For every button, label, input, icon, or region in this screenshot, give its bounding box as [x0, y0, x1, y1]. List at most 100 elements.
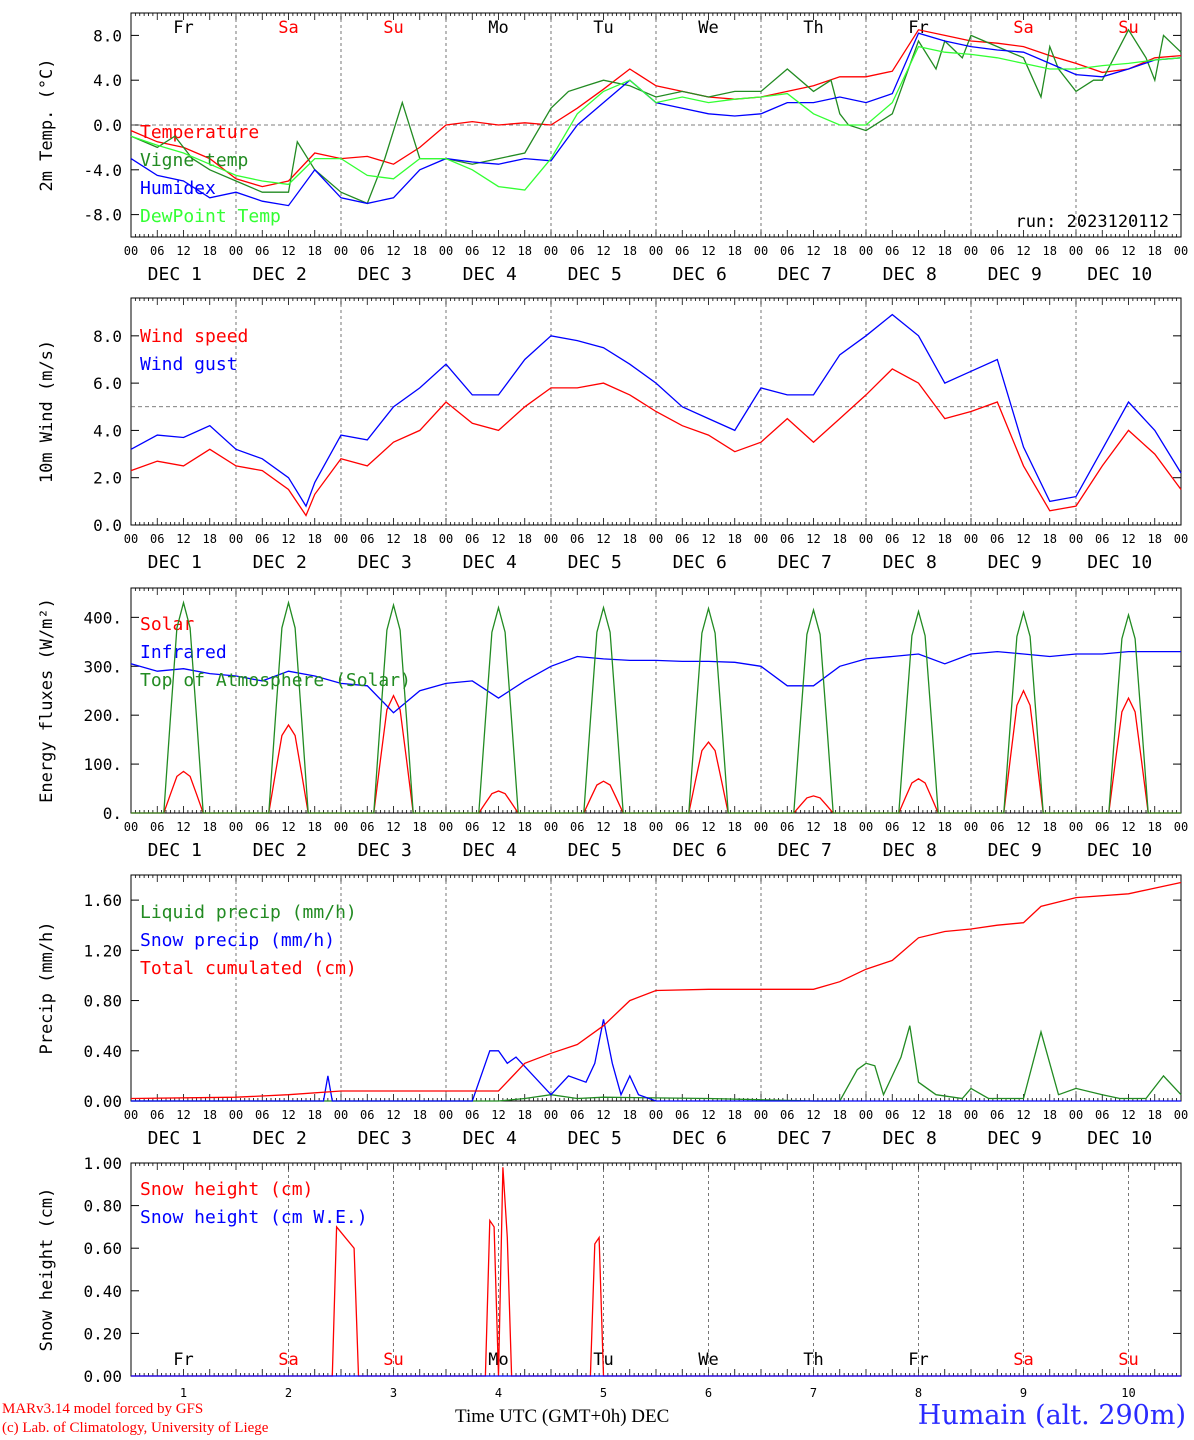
temp-date-label: DEC 8 [883, 264, 937, 285]
wind-hour-label: 12 [1016, 532, 1030, 546]
snow-day-number: 9 [1020, 1386, 1027, 1400]
flux-y-tick-label: 100. [83, 755, 122, 774]
flux-hour-label: 18 [308, 820, 322, 834]
precip-hour-label: 18 [308, 1108, 322, 1122]
precip-date-label: DEC 10 [1087, 1128, 1152, 1149]
flux-date-label: DEC 9 [988, 840, 1042, 861]
flux-hour-label: 06 [255, 820, 269, 834]
snow-weekday-label: Sa [1013, 1350, 1033, 1370]
temp-date-label: DEC 2 [253, 264, 307, 285]
temp-date-label: DEC 9 [988, 264, 1042, 285]
temp-hour-label: 00 [124, 244, 138, 258]
flux-hour-label: 12 [1121, 820, 1135, 834]
flux-hour-label: 06 [570, 820, 584, 834]
precip-date-label: DEC 6 [673, 1128, 727, 1149]
flux-date-label: DEC 5 [568, 840, 622, 861]
temp-hour-label: 12 [596, 244, 610, 258]
precip-date-label: DEC 5 [568, 1128, 622, 1149]
wind-hour-label: 00 [229, 532, 243, 546]
flux-y-tick-label: 400. [83, 608, 122, 627]
temp-y-tick-label: -4.0 [83, 161, 122, 180]
wind-date-label: DEC 9 [988, 552, 1042, 573]
precip-hour-label: 12 [1121, 1108, 1135, 1122]
precip-hour-label: 18 [728, 1108, 742, 1122]
flux-series-top-of-atmosphere-solar [131, 600, 1181, 814]
precip-series-total-cumulated-cm [130, 881, 1182, 1100]
wind-hour-label: 06 [360, 532, 374, 546]
temp-date-label: DEC 6 [673, 264, 727, 285]
precip-date-label: DEC 9 [988, 1128, 1042, 1149]
flux-y-tick-label: 0. [103, 804, 122, 823]
wind-hour-label: 12 [806, 532, 820, 546]
flux-hour-label: 18 [413, 820, 427, 834]
temp-hour-label: 18 [623, 244, 637, 258]
temp-hour-label: 18 [938, 244, 952, 258]
temp-hour-label: 12 [1121, 244, 1135, 258]
temp-y-axis-label: 2m Temp. (°C) [37, 58, 57, 191]
precip-hour-label: 06 [360, 1108, 374, 1122]
temp-hour-label: 06 [675, 244, 689, 258]
temp-hour-label: 00 [439, 244, 453, 258]
precip-hour-label: 18 [623, 1108, 637, 1122]
wind-hour-label: 18 [833, 532, 847, 546]
wind-hour-label: 06 [780, 532, 794, 546]
wind-hour-label: 12 [386, 532, 400, 546]
temp-hour-label: 06 [255, 244, 269, 258]
temp-series-vigne-temp [130, 28, 1182, 205]
precip-hour-label: 18 [1043, 1108, 1057, 1122]
wind-date-label: DEC 5 [568, 552, 622, 573]
snow-day-number: 4 [495, 1386, 502, 1400]
precip-hour-label: 00 [1174, 1108, 1188, 1122]
snow-day-number: 6 [705, 1386, 712, 1400]
flux-hour-label: 12 [806, 820, 820, 834]
wind-hour-label: 18 [203, 532, 217, 546]
flux-date-label: DEC 4 [463, 840, 517, 861]
snow-day-number: 3 [390, 1386, 397, 1400]
wind-hour-label: 06 [990, 532, 1004, 546]
wind-hour-label: 06 [675, 532, 689, 546]
temp-date-label: DEC 7 [778, 264, 832, 285]
precip-date-label: DEC 3 [358, 1128, 412, 1149]
snow-y-axis-label: Snow height (cm) [37, 1188, 57, 1352]
wind-legend-wind-speed: Wind speed [140, 326, 248, 347]
flux-hour-label: 06 [465, 820, 479, 834]
temp-hour-label: 06 [150, 244, 164, 258]
snow-weekday-label: We [698, 1350, 718, 1370]
flux-hour-label: 06 [990, 820, 1004, 834]
snow-weekday-label: Fr [908, 1350, 928, 1370]
temp-date-label: DEC 1 [148, 264, 202, 285]
precip-hour-label: 00 [964, 1108, 978, 1122]
flux-hour-label: 12 [491, 820, 505, 834]
precip-hour-label: 00 [649, 1108, 663, 1122]
temp-hour-label: 12 [386, 244, 400, 258]
precip-hour-label: 06 [465, 1108, 479, 1122]
precip-hour-label: 00 [124, 1108, 138, 1122]
temp-hour-label: 00 [334, 244, 348, 258]
precip-hour-label: 00 [1069, 1108, 1083, 1122]
precip-hour-label: 00 [334, 1108, 348, 1122]
temp-date-label: DEC 5 [568, 264, 622, 285]
snow-weekday-label: Fr [173, 1350, 193, 1370]
temp-hour-label: 12 [911, 244, 925, 258]
flux-hour-label: 18 [938, 820, 952, 834]
wind-date-label: DEC 4 [463, 552, 517, 573]
flux-hour-label: 06 [360, 820, 374, 834]
flux-hour-label: 18 [1043, 820, 1057, 834]
flux-hour-label: 00 [1069, 820, 1083, 834]
temp-hour-label: 18 [413, 244, 427, 258]
wind-hour-label: 00 [649, 532, 663, 546]
precip-hour-label: 12 [1016, 1108, 1030, 1122]
temp-hour-label: 06 [990, 244, 1004, 258]
wind-hour-label: 18 [1148, 532, 1162, 546]
temp-hour-label: 06 [570, 244, 584, 258]
flux-hour-label: 18 [203, 820, 217, 834]
temp-weekday-label: Su [1118, 18, 1138, 38]
flux-y-axis-label: Energy fluxes (W/m²) [37, 598, 57, 803]
wind-hour-label: 00 [544, 532, 558, 546]
snow-day-number: 8 [915, 1386, 922, 1400]
flux-hour-label: 00 [1174, 820, 1188, 834]
flux-series-infrared [130, 650, 1181, 714]
temp-hour-label: 00 [544, 244, 558, 258]
temp-hour-label: 00 [1069, 244, 1083, 258]
flux-hour-label: 18 [518, 820, 532, 834]
